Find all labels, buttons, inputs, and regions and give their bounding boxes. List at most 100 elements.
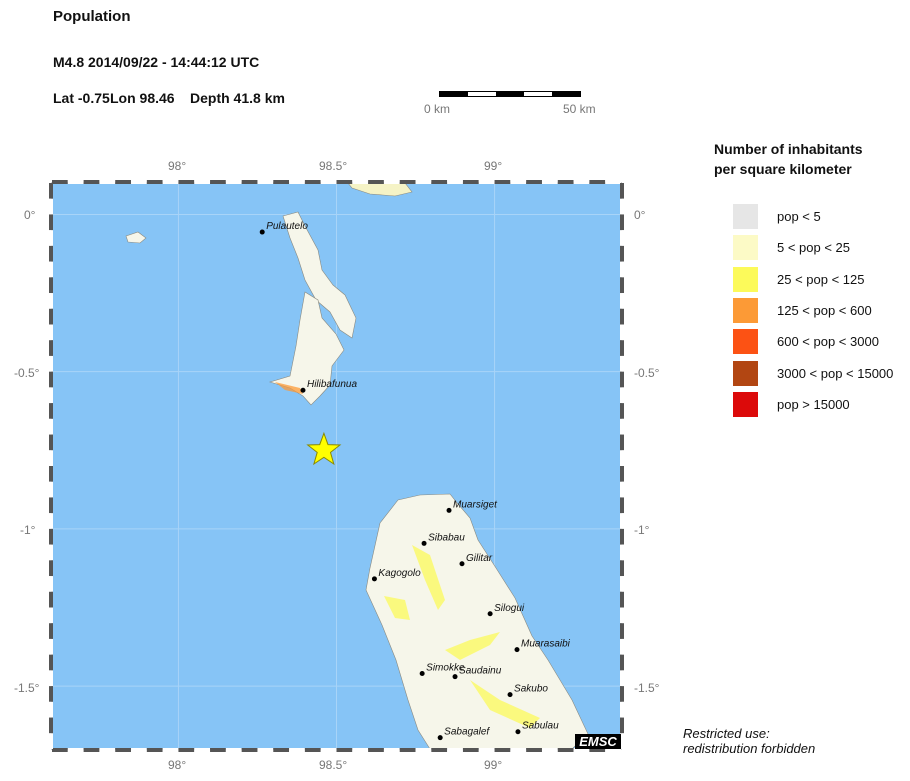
frame-tick [620, 528, 624, 545]
scale-bar [439, 91, 581, 97]
legend-swatch [733, 266, 758, 292]
frame-tick [462, 748, 479, 752]
legend-label: 5 < pop < 25 [777, 240, 851, 256]
frame-tick [49, 701, 53, 718]
frame-tick [162, 748, 179, 752]
legend-item: 3000 < pop < 15000 [733, 360, 894, 386]
event-info: M4.8 2014/09/22 - 14:44:12 UTC [53, 54, 260, 70]
city-label: Sabagalef [444, 727, 490, 738]
frame-tick [49, 308, 53, 325]
frame-tick [67, 748, 84, 752]
frame-tick [320, 180, 337, 184]
frame-tick [399, 180, 416, 184]
frame-tick [368, 748, 384, 752]
frame-tick [49, 638, 53, 655]
city-marker [371, 576, 377, 582]
frame-tick [368, 180, 384, 184]
frame-tick [49, 607, 53, 624]
frame-tick [620, 450, 624, 466]
frame-tick [49, 198, 53, 215]
frame-tick [146, 748, 163, 752]
frame-tick [620, 701, 624, 718]
legend-swatch [733, 391, 758, 417]
frame-tick [273, 748, 290, 752]
frame-tick [620, 717, 624, 734]
frame-tick [620, 481, 624, 498]
city-marker [421, 540, 427, 546]
frame-tick [415, 748, 432, 752]
city-marker [259, 229, 265, 235]
frame-tick [620, 355, 624, 372]
lat-tick-right-1: -1° [634, 523, 650, 537]
frame-tick [462, 180, 479, 184]
city-marker [507, 692, 513, 698]
frame-tick [257, 180, 274, 184]
city-marker [419, 671, 425, 677]
frame-tick [49, 324, 53, 341]
lon-label: Lon 98.46 [110, 90, 175, 106]
frame-tick [620, 371, 624, 388]
lon-tick-bottom-99: 99° [484, 758, 503, 772]
legend-swatch [733, 297, 758, 323]
frame-tick [49, 733, 53, 749]
frame-tick [194, 748, 211, 752]
frame-tick [541, 180, 558, 184]
frame-tick [620, 214, 624, 231]
lat-label: Lat -0.75 [53, 90, 110, 106]
city-label: Pulautelo [266, 221, 308, 232]
frame-tick [49, 340, 53, 356]
frame-tick [178, 748, 195, 752]
frame-tick [49, 466, 53, 482]
frame-tick [178, 180, 195, 184]
frame-tick [557, 748, 574, 752]
frame-tick [620, 245, 624, 262]
frame-tick [573, 180, 590, 184]
frame-tick [620, 544, 624, 561]
frame-tick [620, 293, 624, 309]
frame-tick [620, 623, 624, 639]
frame-tick [257, 748, 274, 752]
frame-tick [194, 180, 211, 184]
city-label: Muarsiget [453, 499, 498, 510]
frame-tick [573, 748, 590, 752]
frame-tick [383, 748, 400, 752]
city-label: Gilitar [466, 553, 493, 564]
lon-tick-top-98: 98° [168, 159, 187, 173]
frame-tick [49, 513, 53, 529]
frame-tick [241, 180, 258, 184]
frame-tick [115, 748, 132, 752]
city-marker [446, 507, 452, 513]
frame-tick [52, 748, 68, 752]
legend-item: 600 < pop < 3000 [733, 329, 879, 355]
lon-tick-bottom-98.5: 98.5° [319, 758, 348, 772]
frame-tick [320, 748, 337, 752]
legend-swatch [733, 204, 758, 229]
frame-tick [49, 544, 53, 561]
city-label: Kagogolo [378, 568, 421, 579]
frame-tick [620, 340, 624, 356]
frame-tick [383, 180, 400, 184]
city-marker [300, 387, 306, 393]
restriction-note-line1: Restricted use: [683, 726, 770, 741]
frame-tick [620, 591, 624, 608]
frame-tick [49, 576, 53, 592]
scale-end-label: 50 km [563, 102, 596, 116]
lat-tick-left-1: -1° [20, 523, 36, 537]
frame-tick [620, 560, 624, 577]
frame-tick [49, 371, 53, 388]
island-tanahmasa-north [282, 211, 357, 339]
city-label: Silogui [494, 603, 525, 614]
city-marker [487, 611, 493, 617]
frame-tick [336, 180, 353, 184]
city-marker [452, 674, 458, 680]
frame-tick [620, 638, 624, 655]
frame-tick [83, 180, 100, 184]
frame-tick [620, 308, 624, 325]
legend-label: 3000 < pop < 15000 [777, 365, 894, 381]
legend-label: 600 < pop < 3000 [777, 334, 879, 350]
city-marker [459, 561, 465, 567]
frame-tick [49, 450, 53, 466]
frame-tick [541, 748, 558, 752]
city-label: Simokke [426, 663, 465, 674]
frame-tick [620, 576, 624, 592]
